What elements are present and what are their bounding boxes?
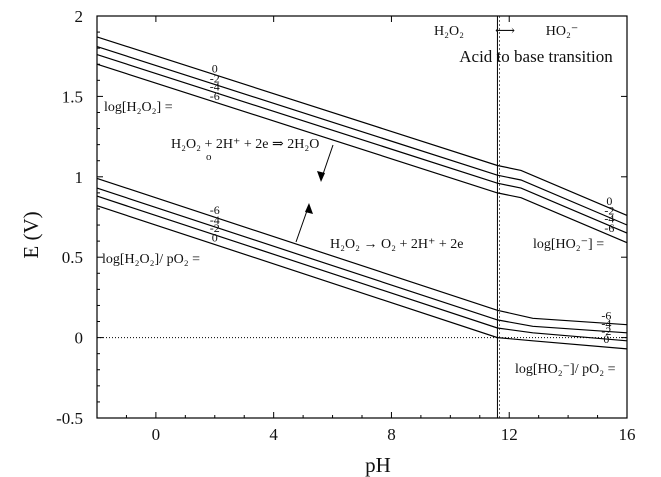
plot-frame <box>96 15 628 419</box>
upper-series-1 <box>96 46 628 226</box>
upper-right-series-label: -4 <box>604 212 614 226</box>
lower-series-2 <box>96 195 628 342</box>
transition-right-species: HO₂⁻ <box>546 24 579 39</box>
series-labels: 0-2-4-60-2-4-6-6-4-20-6-4-20 <box>210 62 615 346</box>
upper-left-series-label: -4 <box>210 79 220 93</box>
y-tick-label: 1 <box>75 168 84 187</box>
lower-right-series-label: -4 <box>601 316 611 330</box>
x-tick-label: 16 <box>619 425 636 444</box>
y-tick-label: 0.5 <box>62 248 83 267</box>
upper-left-series-label: -6 <box>210 89 220 103</box>
tick-marks <box>96 15 628 419</box>
upper-acid-label: log[H₂O₂] = <box>104 100 173 115</box>
upper-reaction-label: H₂O₂ + 2H⁺ + 2e ⇒ 2H₂O <box>171 137 319 152</box>
lower-reaction-label: H₂O₂ → O₂ + 2H⁺ + 2e <box>330 237 463 252</box>
axes <box>96 15 628 419</box>
arrow-up <box>295 203 313 243</box>
tick-labels: 0 4 8 12 16 -0.5 0 0.5 1 1.5 2 <box>56 7 635 444</box>
upper-right-series-label: -2 <box>604 204 614 218</box>
x-tick-label: 0 <box>152 425 161 444</box>
series-lines <box>96 16 628 418</box>
arrow-down <box>317 144 334 182</box>
lower-right-series-label: -2 <box>601 324 611 338</box>
lower-base-label: log[HO₂⁻]/ pO₂ = <box>515 362 616 377</box>
x-tick-label: 12 <box>501 425 518 444</box>
x-axis-label: pH <box>365 453 391 477</box>
lower-series-0 <box>96 177 628 326</box>
stray-mark: o <box>206 151 212 163</box>
y-tick-label: -0.5 <box>56 409 83 428</box>
lower-left-series-label: -6 <box>210 203 220 217</box>
lower-series-3 <box>96 205 628 350</box>
x-tick-label: 4 <box>269 425 278 444</box>
upper-left-series-label: 0 <box>212 62 218 76</box>
upper-series-0 <box>96 36 628 216</box>
upper-right-series-label: 0 <box>606 194 612 208</box>
x-tick-label: 8 <box>387 425 396 444</box>
y-tick-label: 1.5 <box>62 87 83 106</box>
lower-left-series-label: -2 <box>210 221 220 235</box>
transition-annotation-text: Acid to base transition <box>459 47 613 66</box>
lower-acid-label: log[H₂O₂]/ pO₂ = <box>102 252 200 267</box>
upper-base-label: log[HO₂⁻] = <box>533 237 604 252</box>
y-tick-label: 0 <box>75 329 84 348</box>
lower-right-series-label: 0 <box>603 332 609 346</box>
upper-right-series-label: -6 <box>604 221 614 235</box>
lower-left-series-label: -4 <box>210 213 220 227</box>
upper-left-series-label: -2 <box>210 71 220 85</box>
y-axis-label: E (V) <box>19 211 43 258</box>
transition-left-species: H₂O₂ <box>434 24 464 39</box>
lower-left-series-label: 0 <box>212 231 218 245</box>
lower-series-1 <box>96 187 628 334</box>
transition-arrow: ⟷ <box>495 24 515 39</box>
upper-series-2 <box>96 54 628 234</box>
y-tick-label: 2 <box>75 7 84 26</box>
lower-right-series-label: -6 <box>601 308 611 322</box>
upper-series-3 <box>96 63 628 244</box>
